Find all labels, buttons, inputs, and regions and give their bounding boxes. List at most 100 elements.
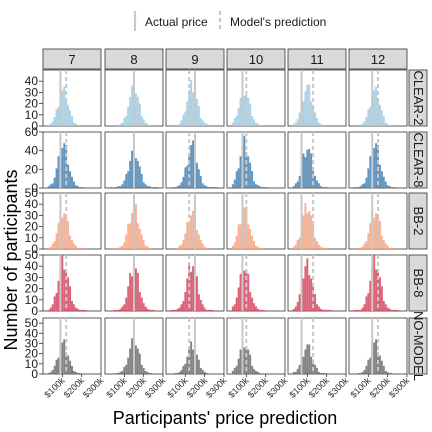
histogram-bar [260, 124, 263, 126]
histogram-bar [292, 123, 295, 126]
row-strip-BB-2 [408, 192, 428, 250]
histogram-bar [314, 364, 317, 374]
y-axis-title: Number of participants [1, 169, 21, 350]
histogram-bar [146, 123, 149, 126]
histogram-bar [180, 182, 183, 188]
histogram-bar [314, 112, 317, 126]
histogram-bar [357, 124, 360, 126]
histogram-bar [138, 291, 141, 311]
histogram-bar [292, 186, 295, 188]
histogram-bar [63, 339, 66, 374]
histogram-bar [357, 309, 360, 311]
histogram-bar [203, 371, 206, 374]
histogram-bar [144, 184, 147, 188]
histogram-bar [359, 247, 362, 249]
histogram-bar [142, 182, 145, 188]
histogram-bar [302, 215, 305, 249]
histogram-bar [197, 234, 200, 249]
histogram-bar [127, 106, 130, 126]
histogram-bar [199, 299, 202, 311]
histogram-bar [231, 306, 234, 311]
histogram-bar [136, 96, 139, 126]
histogram-bar [319, 123, 322, 126]
histogram-bar [47, 247, 50, 249]
histogram-bar [327, 247, 330, 249]
histogram-bar [154, 187, 157, 188]
y-tick-label-CLEAR-2-20: 20 [25, 97, 39, 111]
histogram-bar [142, 303, 145, 311]
histogram-bar [296, 240, 299, 249]
histogram-bar [243, 270, 246, 311]
histogram-bar [192, 92, 195, 126]
histogram-bar [53, 177, 56, 188]
histogram-bar [388, 247, 391, 249]
histogram-bar [365, 117, 368, 126]
y-tick-label-NO-MODEL-10: 10 [25, 357, 39, 371]
histogram-bar [382, 115, 385, 126]
histogram-bar [308, 210, 311, 249]
legend-actual-label: Actual price [145, 15, 208, 29]
histogram-bar [209, 187, 212, 188]
histogram-bar [199, 175, 202, 188]
histogram-bar [253, 119, 256, 126]
histogram-bar [363, 243, 366, 249]
histogram-bar [123, 118, 126, 126]
histogram-bar [123, 180, 126, 188]
histogram-bar [251, 171, 254, 188]
histogram-bar [390, 124, 393, 126]
histogram-bar [304, 91, 307, 126]
histogram-bar [51, 121, 54, 126]
histogram-bar [323, 124, 326, 126]
histogram-bar [129, 348, 132, 374]
histogram-bar [304, 266, 307, 311]
x-tick-label-12-0: $100k [348, 375, 373, 400]
histogram-bar [211, 187, 214, 188]
histogram-bar [207, 309, 210, 311]
histogram-bar [310, 278, 313, 311]
y-tick-label-CLEAR-2-30: 30 [25, 85, 39, 99]
histogram-bar [369, 156, 372, 188]
histogram-bar [321, 124, 324, 126]
histogram-bar [239, 98, 242, 126]
histogram-bar [304, 157, 307, 188]
histogram-bar [321, 247, 324, 249]
histogram-bar [182, 300, 185, 311]
histogram-bar [365, 177, 368, 188]
histogram-bar [186, 278, 189, 311]
histogram-bar [203, 185, 206, 188]
histogram-bar [357, 187, 360, 188]
histogram-bar [302, 101, 305, 126]
histogram-bar [319, 186, 322, 188]
histogram-bar [186, 165, 189, 188]
column-strip-12 [348, 48, 408, 70]
histogram-bar [72, 304, 75, 311]
histogram-bar [182, 240, 185, 249]
histogram-bar [125, 234, 128, 249]
histogram-bar [150, 187, 153, 188]
histogram-bar [205, 309, 208, 311]
histogram-bar [316, 367, 318, 374]
histogram-bar [384, 370, 387, 374]
histogram-bar [184, 167, 187, 188]
histogram-bar [363, 304, 366, 311]
histogram-bar [180, 244, 183, 249]
histogram-bar [386, 371, 389, 374]
histogram-bar [314, 237, 317, 249]
histogram-bar [205, 372, 208, 374]
histogram-bar [247, 349, 250, 374]
histogram-bar [82, 247, 85, 249]
histogram-bar [294, 122, 297, 126]
histogram-bar [384, 243, 387, 249]
histogram-bar [302, 153, 305, 188]
histogram-bar [325, 247, 328, 249]
x-tick-label-9-2: $300k [204, 375, 229, 400]
histogram-bar [190, 271, 193, 311]
histogram-bar [355, 247, 358, 249]
histogram-bar [253, 303, 256, 311]
histogram-bar [201, 304, 204, 311]
histogram-bar [129, 223, 132, 249]
histogram-bar [190, 341, 193, 374]
histogram-bar [138, 353, 141, 374]
histogram-bar [150, 247, 153, 249]
histogram-bar [53, 241, 56, 249]
